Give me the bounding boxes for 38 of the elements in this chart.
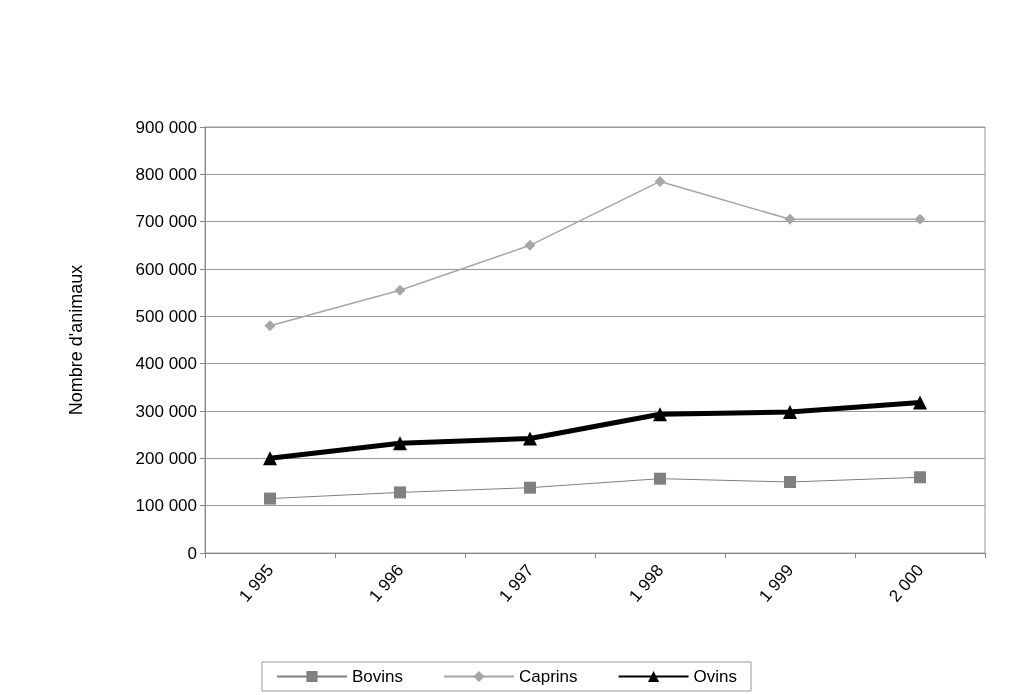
- y-tick-label: 0: [187, 543, 197, 563]
- x-tick-label: 1 999: [755, 560, 798, 606]
- legend-label: Bovins: [351, 667, 403, 686]
- point: [523, 431, 537, 446]
- point: [394, 486, 406, 499]
- point: [913, 395, 927, 410]
- y-tick-label: 900 000: [135, 117, 197, 137]
- point: [784, 213, 796, 225]
- legend-label: Ovins: [693, 667, 738, 686]
- point: [264, 320, 276, 332]
- y-tick-label: 300 000: [135, 401, 197, 421]
- legend-label: Caprins: [519, 667, 578, 686]
- x-tick-label: 1 995: [235, 560, 278, 606]
- x-tick-label: 2 000: [885, 560, 928, 606]
- y-tick-label: 100 000: [135, 496, 197, 516]
- point: [524, 481, 536, 494]
- point: [784, 476, 796, 488]
- point: [393, 436, 407, 451]
- point: [914, 471, 926, 484]
- point: [653, 407, 667, 422]
- y-tick-label: 500 000: [135, 306, 197, 326]
- point: [394, 284, 406, 296]
- point: [654, 472, 666, 485]
- y-tick-label: 800 000: [135, 164, 197, 184]
- x-tick-label: 1 996: [365, 560, 408, 606]
- point: [654, 175, 666, 187]
- point: [914, 213, 926, 225]
- y-tick-label: 700 000: [135, 212, 197, 232]
- y-tick-label: 400 000: [135, 354, 197, 374]
- point: [524, 239, 536, 251]
- point: [783, 404, 797, 419]
- x-tick-label: 1 997: [495, 560, 538, 606]
- point: [264, 492, 276, 505]
- y-tick-label: 600 000: [135, 259, 197, 279]
- y-axis-title: Nombre d'animaux: [66, 264, 86, 416]
- x-tick-label: 1 998: [625, 560, 668, 606]
- point: [263, 451, 277, 466]
- y-tick-label: 200 000: [135, 448, 197, 468]
